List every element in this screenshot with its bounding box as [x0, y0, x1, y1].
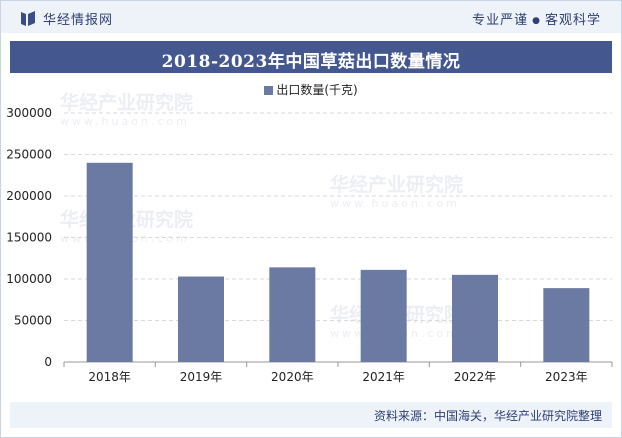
- y-tick-label: 50000: [14, 314, 52, 328]
- bar: [178, 276, 224, 362]
- tagline: 专业严谨 ● 客观科学: [472, 9, 601, 28]
- x-tick-label: 2019年: [180, 370, 223, 384]
- y-tick-label: 100000: [6, 272, 52, 286]
- x-tick-label: 2022年: [454, 370, 497, 384]
- footer-bar: 资料来源：中国海关，华经产业研究院整理: [10, 402, 612, 428]
- x-tick-label: 2020年: [271, 370, 314, 384]
- tagline-left: 专业严谨: [472, 13, 529, 28]
- bar: [543, 288, 590, 362]
- tagline-right: 客观科学: [544, 13, 601, 28]
- source-note: 资料来源：中国海关，华经产业研究院整理: [373, 409, 602, 423]
- x-tick-label: 2021年: [362, 370, 405, 384]
- tagline-separator: ●: [532, 15, 541, 26]
- y-tick-label: 150000: [6, 231, 52, 245]
- bar: [452, 274, 498, 362]
- legend: 出口数量(千克): [0, 81, 622, 98]
- x-tick-label: 2023年: [545, 370, 588, 384]
- logo-icon: [21, 11, 35, 26]
- y-tick-label: 250000: [6, 148, 52, 162]
- y-tick-label: 300000: [6, 106, 52, 120]
- x-tick-label: 2018年: [88, 370, 131, 384]
- y-tick-label: 200000: [6, 189, 52, 203]
- header-bar: 华经情报网 专业严谨 ● 客观科学: [1, 1, 621, 33]
- legend-label: 出口数量(千克): [276, 83, 358, 97]
- legend-swatch: [264, 86, 274, 95]
- y-tick-label: 0: [44, 355, 52, 369]
- title-bar: 2018-2023年中国草菇出口数量情况: [10, 41, 612, 73]
- bar: [86, 162, 133, 362]
- brand-name: 华经情报网: [43, 13, 114, 28]
- bar: [269, 267, 316, 362]
- bar: [360, 269, 407, 362]
- chart-title: 2018-2023年中国草菇出口数量情况: [161, 52, 461, 72]
- bar-chart: 0 50000 100000 150000 200000 250000 300000 2018…: [6, 106, 613, 384]
